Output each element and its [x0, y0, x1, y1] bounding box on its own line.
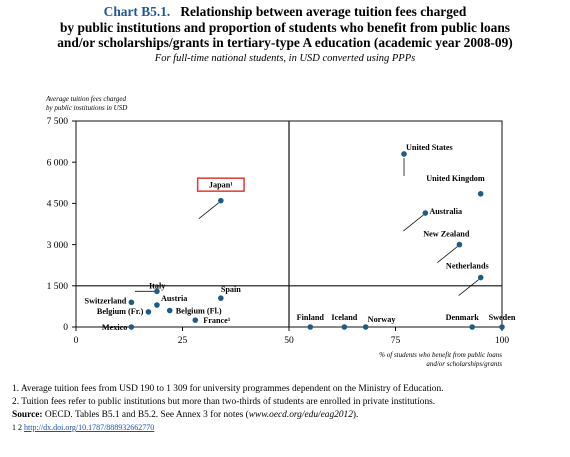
- source-note: Source: OECD. Tables B5.1 and B5.2. See …: [12, 409, 568, 422]
- data-point-group: France¹: [192, 316, 231, 325]
- data-point-marker: [499, 324, 505, 330]
- data-points: United States United Kingdom Japan¹ Austral…: [85, 143, 516, 332]
- chart-subtitle: For full-time national students, in USD …: [154, 52, 416, 64]
- chart-title-block: Chart B5.1. Relationship between average…: [0, 4, 570, 65]
- data-point-group: United Kingdom: [426, 174, 485, 197]
- data-point-group: Iceland: [331, 313, 358, 330]
- y-axis-label: Average tuition fees charged: [45, 95, 127, 103]
- source-text: OECD. Tables B5.1 and B5.2. See Annex 3 …: [44, 410, 249, 420]
- data-point-label: Denmark: [446, 313, 480, 322]
- data-point-label: Switzerland: [85, 296, 127, 305]
- y-tick-label: 7 500: [47, 117, 69, 127]
- y-axis-label: by public institutions in USD: [46, 104, 127, 112]
- data-point-label: United Kingdom: [426, 174, 485, 183]
- data-point-label: Mexico: [102, 323, 127, 332]
- data-point-marker: [218, 295, 224, 301]
- data-point-marker: [192, 317, 199, 323]
- y-tick-label: 0: [63, 323, 68, 333]
- footnote-2: 2. Tuition fees refer to public institut…: [12, 397, 436, 407]
- doi-link[interactable]: http://dx.doi.org/10.1787/888932662770: [24, 423, 155, 432]
- y-tick-label: 3 000: [47, 241, 69, 251]
- data-point-marker: [341, 324, 348, 330]
- data-point-marker: [477, 190, 484, 197]
- highlight-box: [196, 177, 245, 192]
- data-point-group: Japan¹: [196, 177, 245, 219]
- reference-lines: [76, 121, 502, 327]
- data-point-marker: [401, 151, 407, 157]
- data-point-marker: [477, 274, 484, 281]
- chart-title-text-1: Relationship between average tuition fee…: [180, 4, 467, 19]
- data-point-label: France¹: [203, 316, 231, 325]
- x-tick-label: 100: [495, 336, 510, 346]
- x-tick-label: 25: [178, 336, 188, 346]
- data-point-group: United States: [401, 143, 453, 176]
- data-point-label: Spain: [221, 285, 241, 294]
- footnote-1: 1. Average tuition fees from USD 190 to …: [12, 384, 444, 394]
- data-point-marker: [218, 197, 224, 204]
- data-point-group: Belgium (Fl.): [166, 307, 222, 316]
- data-point-label: New Zealand: [423, 230, 470, 239]
- data-point-marker: [307, 324, 314, 330]
- data-point-label: Netherlands: [446, 262, 489, 271]
- leader-line: [403, 214, 424, 232]
- data-point-group: Switzerland: [85, 296, 135, 305]
- data-point-marker: [422, 210, 429, 216]
- data-point-marker: [154, 302, 160, 308]
- data-point-group: Finland: [297, 313, 325, 330]
- data-point-group: Spain: [218, 285, 241, 301]
- data-point-marker: [128, 299, 135, 306]
- y-tick-label: 6 000: [47, 158, 69, 168]
- data-point-group: Netherlands: [446, 262, 489, 296]
- x-axis-label: % of students who benefit from public lo…: [379, 351, 502, 359]
- data-point-group: Austria: [154, 294, 187, 308]
- y-tick-label: 1 500: [47, 282, 69, 292]
- data-point-label: Austria: [161, 294, 187, 303]
- data-point-marker: [145, 309, 152, 315]
- leader-line: [437, 246, 458, 263]
- data-point-group: Australia: [403, 207, 462, 232]
- data-point-group: Norway: [362, 315, 397, 330]
- source-end: ).: [352, 410, 359, 420]
- doi-prefix: 1 2: [12, 423, 22, 432]
- doi-row: 1 2 http://dx.doi.org/10.1787/8889326627…: [12, 422, 568, 433]
- source-link[interactable]: www.oecd.org/edu/eag2012: [248, 410, 353, 420]
- x-tick-label: 0: [74, 336, 79, 346]
- data-point-label: Sweden: [489, 313, 516, 322]
- data-point-marker: [154, 288, 160, 295]
- leader-line: [198, 202, 220, 219]
- data-point-label: Belgium (Fr.): [97, 307, 144, 316]
- source-label: Source:: [12, 410, 43, 420]
- chart-notes: 1. Average tuition fees from USD 190 to …: [12, 383, 568, 433]
- data-point-marker: [469, 324, 475, 330]
- data-point-marker: [128, 324, 135, 330]
- x-tick-label: 75: [391, 336, 401, 346]
- chart-title-line-1: Chart B5.1. Relationship between average…: [0, 4, 570, 20]
- data-point-group: Mexico: [102, 323, 135, 332]
- data-point-group: Denmark: [446, 313, 480, 330]
- x-axis-label: and/or scholarships/grants: [426, 360, 502, 368]
- data-point-group: Belgium (Fr.): [97, 307, 152, 316]
- data-point-marker: [362, 324, 369, 330]
- data-point-label: Iceland: [331, 313, 357, 322]
- data-point-group: Sweden: [489, 313, 516, 330]
- data-point-group: Italy: [134, 281, 166, 295]
- chart-title-line-3: and/or scholarships/grants in tertiary-t…: [57, 35, 513, 50]
- data-point-label: Finland: [297, 313, 325, 322]
- data-point-label: Norway: [368, 315, 397, 324]
- data-point-label: Australia: [429, 207, 462, 216]
- data-point-marker: [166, 307, 173, 314]
- data-point-label: United States: [406, 143, 453, 152]
- data-point-marker: [456, 241, 463, 248]
- chart-number: Chart B5.1.: [103, 4, 171, 19]
- data-point-label: Italy: [149, 281, 166, 290]
- y-tick-label: 4 500: [47, 200, 69, 210]
- leader-line: [458, 279, 479, 296]
- chart-title-line-2: by public institutions and proportion of…: [59, 19, 511, 35]
- axis-labels: 0 1 500 3 000 4 500 6 000 7 500 0 25 50 75 100 Aver…: [45, 95, 509, 368]
- data-point-label: Belgium (Fl.): [176, 307, 222, 316]
- data-point-group: New Zealand: [423, 230, 470, 263]
- data-point-label: Japan¹: [209, 181, 233, 190]
- x-tick-label: 50: [284, 336, 294, 346]
